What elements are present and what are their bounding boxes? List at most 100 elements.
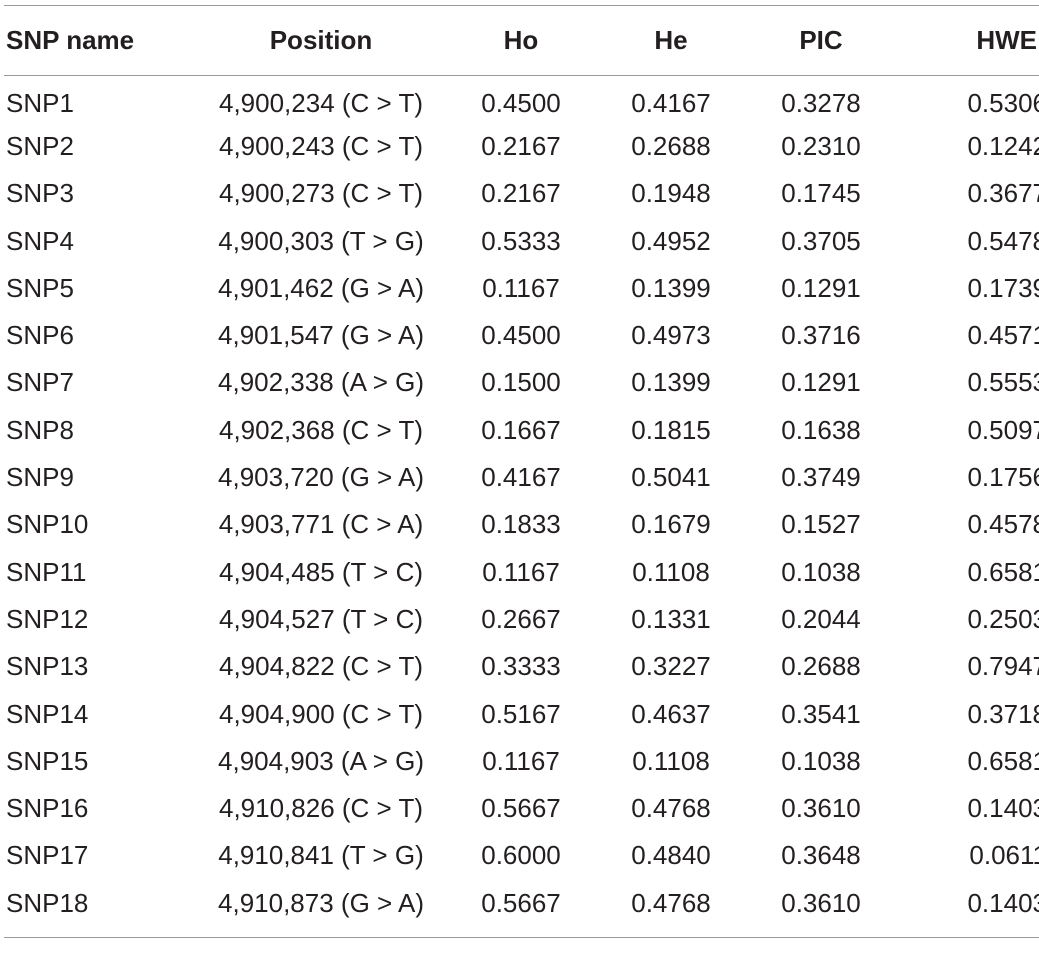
he-cell: 0.1108 <box>632 556 710 587</box>
snp-name-cell: SNP7 <box>6 367 74 398</box>
snp-name-cell: SNP11 <box>6 556 87 587</box>
he-cell: 0.4768 <box>631 793 711 824</box>
snp-name-cell: SNP16 <box>6 793 89 824</box>
he-cell: 0.1815 <box>631 414 711 445</box>
table-row: SNP1 4,900,234 (C > T) 0.4500 0.4167 0.3278 0… <box>4 76 1039 123</box>
header-hwe: HWE <box>896 5 1039 76</box>
table-row: SNP3 4,900,273 (C > T) 0.2167 0.1948 0.1745 0… <box>4 170 1039 217</box>
header-he: He <box>596 5 746 76</box>
pic-cell: 0.3716 <box>781 320 861 351</box>
snp-table: SNP name Position Ho He PIC HWE SNP1 4,90… <box>4 5 1039 939</box>
pic-cell: 0.3648 <box>781 840 861 871</box>
snp-name-cell: SNP8 <box>6 414 74 445</box>
table-row: SNP12 4,904,527 (T > C) 0.2667 0.1331 0.2044… <box>4 596 1039 643</box>
hwe-cell: 0.1756 <box>967 462 1039 493</box>
table-row: SNP11 4,904,485 (T > C) 0.1167 0.1108 0.1038… <box>4 548 1039 595</box>
pic-cell: 0.2044 <box>781 603 861 634</box>
position-cell: 4,900,303 (T > G) <box>218 225 424 256</box>
table-body: SNP1 4,900,234 (C > T) 0.4500 0.4167 0.3278 0… <box>4 76 1039 939</box>
snp-name-cell: SNP17 <box>6 840 89 871</box>
pic-cell: 0.1745 <box>781 178 861 209</box>
he-cell: 0.5041 <box>631 462 711 493</box>
pic-cell: 0.1038 <box>781 556 861 587</box>
snp-name-cell: SNP4 <box>6 225 74 256</box>
snp-name-cell: SNP5 <box>6 272 74 303</box>
pic-cell: 0.1038 <box>781 745 861 776</box>
ho-cell: 0.1167 <box>482 556 560 587</box>
hwe-cell: 0.6581 <box>967 556 1039 587</box>
hwe-cell: 0.1403 <box>896 879 1039 939</box>
snp-name-cell: SNP10 <box>6 509 89 540</box>
hwe-cell: 0.5097 <box>967 414 1039 445</box>
ho-cell: 0.5333 <box>481 225 561 256</box>
ho-cell: 0.1833 <box>481 509 561 540</box>
snp-name-cell: SNP14 <box>6 698 89 729</box>
he-cell: 0.4840 <box>631 840 711 871</box>
he-cell: 0.4167 <box>631 87 711 118</box>
he-cell: 0.1948 <box>631 178 711 209</box>
snp-name-cell: SNP2 <box>6 130 74 161</box>
position-cell: 4,904,822 (C > T) <box>218 651 424 682</box>
ho-cell: 0.4500 <box>481 87 561 118</box>
position-cell: 4,900,273 (C > T) <box>218 178 424 209</box>
hwe-cell: 0.4571 <box>967 320 1039 351</box>
snp-name-cell: SNP12 <box>6 603 89 634</box>
he-cell: 0.4952 <box>631 225 711 256</box>
pic-cell: 0.3749 <box>781 462 861 493</box>
table-row: SNP6 4,901,547 (G > A) 0.4500 0.4973 0.3716 0… <box>4 312 1039 359</box>
he-cell: 0.1399 <box>631 367 711 398</box>
pic-cell: 0.1291 <box>781 367 861 398</box>
position-cell: 4,901,462 (G > A) <box>218 272 424 303</box>
snp-name-cell: SNP6 <box>6 320 74 351</box>
he-cell: 0.1679 <box>631 509 711 540</box>
ho-cell: 0.1167 <box>482 272 560 303</box>
ho-cell: 0.5167 <box>481 698 561 729</box>
he-cell: 0.4973 <box>631 320 711 351</box>
pic-cell: 0.1527 <box>781 509 861 540</box>
ho-cell: 0.5667 <box>481 793 561 824</box>
table-header: SNP name Position Ho He PIC HWE <box>4 5 1039 76</box>
pic-cell: 0.1291 <box>781 272 861 303</box>
ho-cell: 0.4500 <box>481 320 561 351</box>
position-cell: 4,903,720 (G > A) <box>218 462 424 493</box>
ho-cell: 0.1167 <box>482 745 560 776</box>
table-row: SNP7 4,902,338 (A > G) 0.1500 0.1399 0.1291 0… <box>4 359 1039 406</box>
table-row: SNP4 4,900,303 (T > G) 0.5333 0.4952 0.3705 0… <box>4 217 1039 264</box>
snp-name-cell: SNP1 <box>6 87 74 118</box>
pic-cell: 0.3541 <box>781 698 861 729</box>
ho-cell: 0.2667 <box>481 603 561 634</box>
table-row: SNP15 4,904,903 (A > G) 0.1167 0.1108 0.1038… <box>4 738 1039 785</box>
snp-name-cell: SNP18 <box>4 879 196 939</box>
he-cell: 0.1331 <box>631 603 711 634</box>
table-row: SNP10 4,903,771 (C > A) 0.1833 0.1679 0.1527… <box>4 501 1039 548</box>
pic-cell: 0.3610 <box>746 879 896 939</box>
hwe-cell: 0.5478 <box>967 225 1039 256</box>
pic-cell: 0.3278 <box>781 87 861 118</box>
ho-cell: 0.4167 <box>481 462 561 493</box>
he-cell: 0.3227 <box>631 651 711 682</box>
header-ho: Ho <box>446 5 596 76</box>
position-cell: 4,904,527 (T > C) <box>218 603 424 634</box>
table-row: SNP9 4,903,720 (G > A) 0.4167 0.5041 0.3749 0… <box>4 454 1039 501</box>
position-cell: 4,904,485 (T > C) <box>218 556 424 587</box>
position-cell: 4,901,547 (G > A) <box>218 320 424 351</box>
pic-cell: 0.2688 <box>781 651 861 682</box>
hwe-cell: 0.0611 <box>969 840 1039 871</box>
hwe-cell: 0.1403 <box>967 793 1039 824</box>
hwe-cell: 0.7947 <box>967 651 1039 682</box>
position-cell: 4,902,368 (C > T) <box>218 414 424 445</box>
snp-name-cell: SNP15 <box>6 745 89 776</box>
header-row: SNP name Position Ho He PIC HWE <box>4 5 1039 76</box>
position-cell: 4,904,900 (C > T) <box>218 698 424 729</box>
position-cell: 4,904,903 (A > G) <box>218 745 424 776</box>
hwe-cell: 0.1739 <box>967 272 1039 303</box>
table-row: SNP8 4,902,368 (C > T) 0.1667 0.1815 0.1638 0… <box>4 407 1039 454</box>
table-row: SNP14 4,904,900 (C > T) 0.5167 0.4637 0.3541… <box>4 690 1039 737</box>
ho-cell: 0.2167 <box>481 178 561 209</box>
he-cell: 0.1108 <box>632 745 710 776</box>
hwe-cell: 0.3718 <box>967 698 1039 729</box>
position-cell: 4,900,234 (C > T) <box>218 87 424 118</box>
hwe-cell: 0.5306 <box>967 87 1039 118</box>
position-cell: 4,903,771 (C > A) <box>218 509 424 540</box>
hwe-cell: 0.2503 <box>967 603 1039 634</box>
